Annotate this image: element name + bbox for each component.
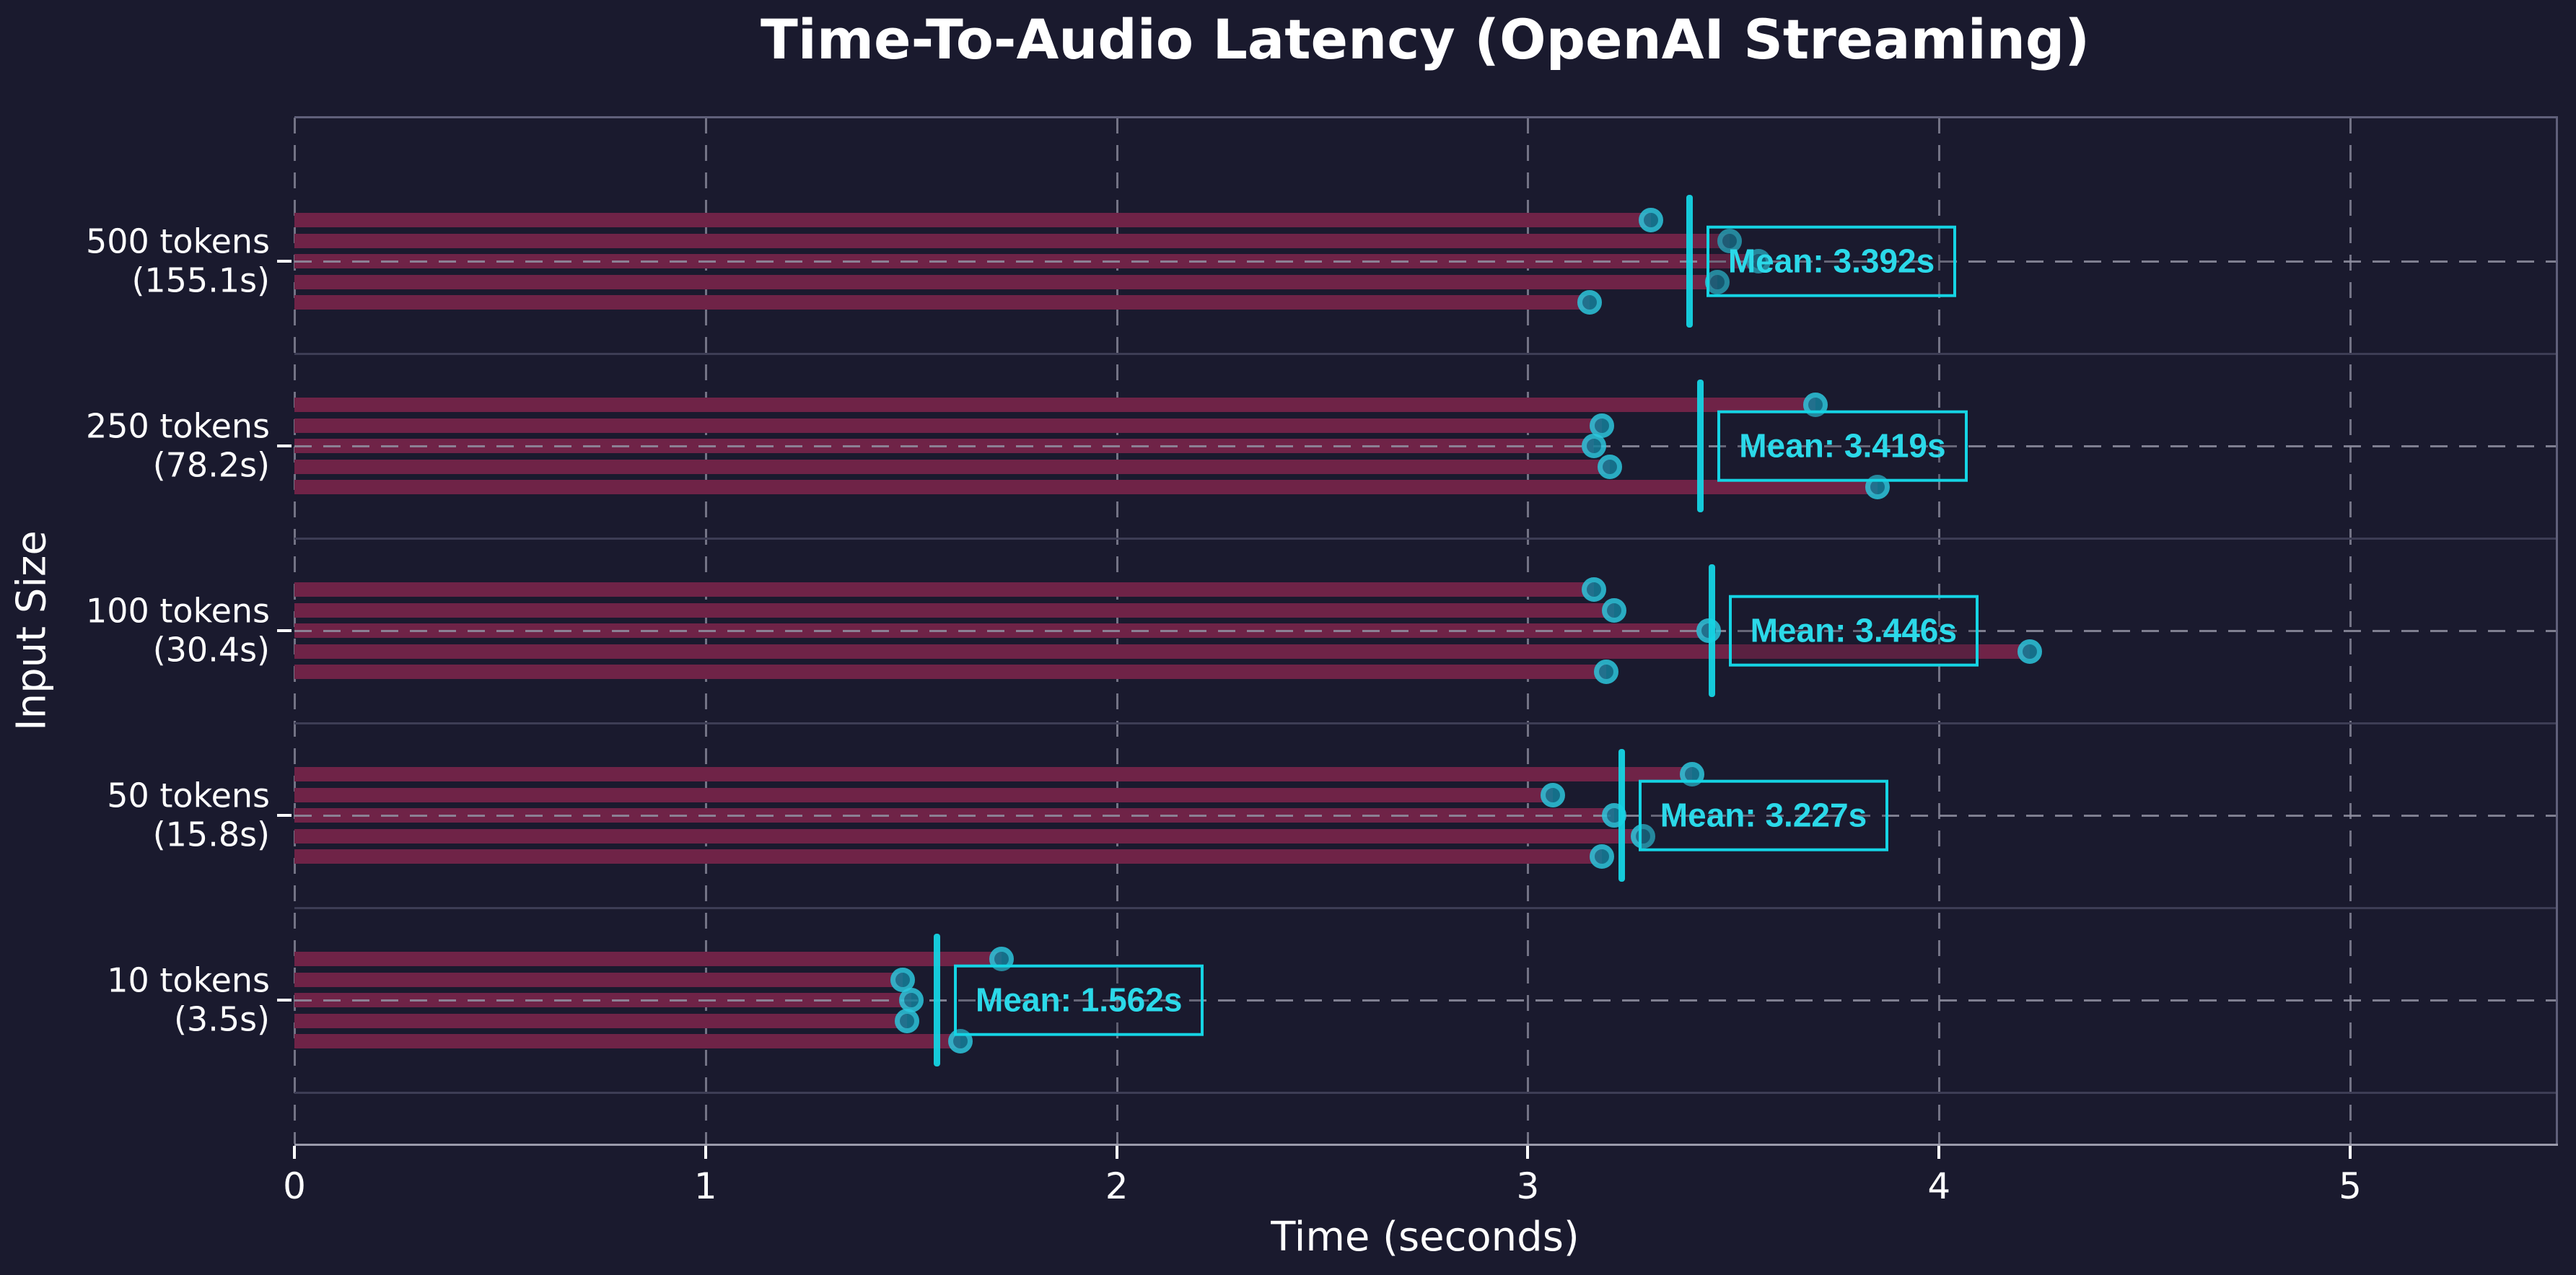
bar-run	[294, 603, 1615, 618]
run-endpoint-dot	[1598, 454, 1623, 479]
mean-line	[1686, 195, 1693, 328]
mean-label: Mean: 3.227s	[1638, 779, 1889, 851]
y-tick-label-line2: (3.5s)	[173, 1000, 270, 1039]
y-tick-label-line1: 500 tokens	[85, 222, 270, 261]
y-gridline	[294, 999, 2556, 1002]
run-endpoint-dot	[2017, 639, 2042, 664]
mean-line	[1708, 564, 1715, 697]
run-endpoint-dot	[1745, 249, 1771, 273]
run-endpoint-dot	[1577, 290, 1602, 315]
y-tick-label-line2: (15.8s)	[152, 815, 270, 854]
y-axis-label: Input Size	[8, 530, 56, 731]
y-tick-mark	[277, 260, 292, 263]
run-endpoint-dot	[898, 988, 924, 1012]
y-tick-mark	[277, 444, 292, 447]
run-endpoint-dot	[1593, 660, 1618, 684]
run-endpoint-dot	[1639, 208, 1664, 232]
run-endpoint-dot	[1581, 577, 1606, 602]
run-endpoint-dot	[1540, 782, 1565, 807]
y-tick-label: 100 tokens (30.4s)	[86, 592, 270, 670]
run-endpoint-dot	[890, 967, 916, 992]
group-separator	[294, 722, 2556, 724]
group-separator	[294, 1092, 2556, 1094]
run-endpoint-dot	[1581, 434, 1606, 458]
y-gridline	[294, 260, 2556, 263]
x-tick-mark	[293, 1146, 296, 1159]
chart-title: Time-To-Audio Latency (OpenAI Streaming)	[760, 7, 2090, 71]
bar-run	[294, 787, 1553, 802]
run-endpoint-dot	[1590, 413, 1615, 438]
bar-run	[294, 849, 1603, 864]
y-tick-mark	[277, 999, 292, 1002]
x-tick-mark	[2349, 1146, 2352, 1159]
mean-line	[1697, 380, 1704, 512]
bar-run	[294, 952, 1002, 966]
group-separator	[294, 353, 2556, 355]
x-tick-label: 5	[2339, 1165, 2362, 1207]
y-tick-label: 50 tokens (15.8s)	[107, 776, 270, 855]
group-separator	[294, 907, 2556, 909]
x-tick-mark	[704, 1146, 707, 1159]
x-tick-label: 0	[283, 1165, 306, 1207]
x-axis-label: Time (seconds)	[1271, 1214, 1580, 1261]
mean-label: Mean: 3.446s	[1728, 595, 1979, 667]
y-tick-mark	[277, 814, 292, 817]
x-tick-label: 4	[1927, 1165, 1951, 1207]
run-endpoint-dot	[1590, 844, 1615, 869]
x-tick-mark	[1115, 1146, 1118, 1159]
y-tick-label-line2: (30.4s)	[152, 631, 270, 670]
bar-run	[294, 828, 1643, 844]
run-endpoint-dot	[1602, 597, 1627, 623]
x-tick-mark	[1526, 1146, 1530, 1159]
y-tick-label: 500 tokens (155.1s)	[86, 222, 270, 301]
x-tick-label: 1	[693, 1165, 717, 1207]
group-separator	[294, 538, 2556, 540]
y-tick-label-line1: 250 tokens	[85, 406, 270, 446]
bar-run	[294, 459, 1611, 474]
mean-line	[1618, 749, 1625, 882]
bar-run	[294, 1034, 961, 1048]
y-tick-label-line1: 100 tokens	[85, 591, 270, 631]
run-endpoint-dot	[1631, 823, 1655, 849]
bar-run	[294, 295, 1590, 310]
bar-run	[294, 213, 1652, 227]
bar-run	[294, 274, 1717, 289]
mean-line	[934, 934, 941, 1066]
y-tick-mark	[277, 629, 292, 632]
mean-label: Mean: 1.562s	[954, 964, 1204, 1036]
bar-run	[294, 1013, 908, 1028]
x-tick-label: 3	[1516, 1165, 1540, 1207]
bar-run	[294, 418, 1603, 433]
mean-label: Mean: 3.419s	[1717, 410, 1968, 482]
bar-run	[294, 972, 903, 987]
x-tick-mark	[1937, 1146, 1941, 1159]
y-tick-label: 10 tokens (3.5s)	[107, 961, 270, 1040]
y-tick-label-line1: 10 tokens	[107, 960, 270, 1000]
x-axis-line	[294, 1144, 2558, 1146]
mean-label: Mean: 3.392s	[1706, 225, 1957, 297]
run-endpoint-dot	[895, 1008, 920, 1033]
y-tick-label-line1: 50 tokens	[107, 776, 270, 815]
run-endpoint-dot	[1717, 228, 1742, 253]
y-gridline	[294, 815, 2556, 817]
bar-run	[294, 233, 1730, 248]
bar-run	[294, 665, 1606, 679]
bar-run	[294, 582, 1594, 597]
bar-run	[294, 398, 1816, 412]
bar-run	[294, 480, 1878, 494]
y-tick-label: 250 tokens (78.2s)	[86, 407, 270, 486]
bar-run	[294, 644, 2030, 659]
x-tick-label: 2	[1105, 1165, 1129, 1207]
y-gridline	[294, 445, 2556, 447]
y-gridline	[294, 630, 2556, 632]
bar-run	[294, 767, 1693, 781]
y-tick-label-line2: (78.2s)	[152, 446, 270, 485]
y-tick-label-line2: (155.1s)	[131, 261, 270, 300]
run-endpoint-dot	[948, 1029, 973, 1053]
